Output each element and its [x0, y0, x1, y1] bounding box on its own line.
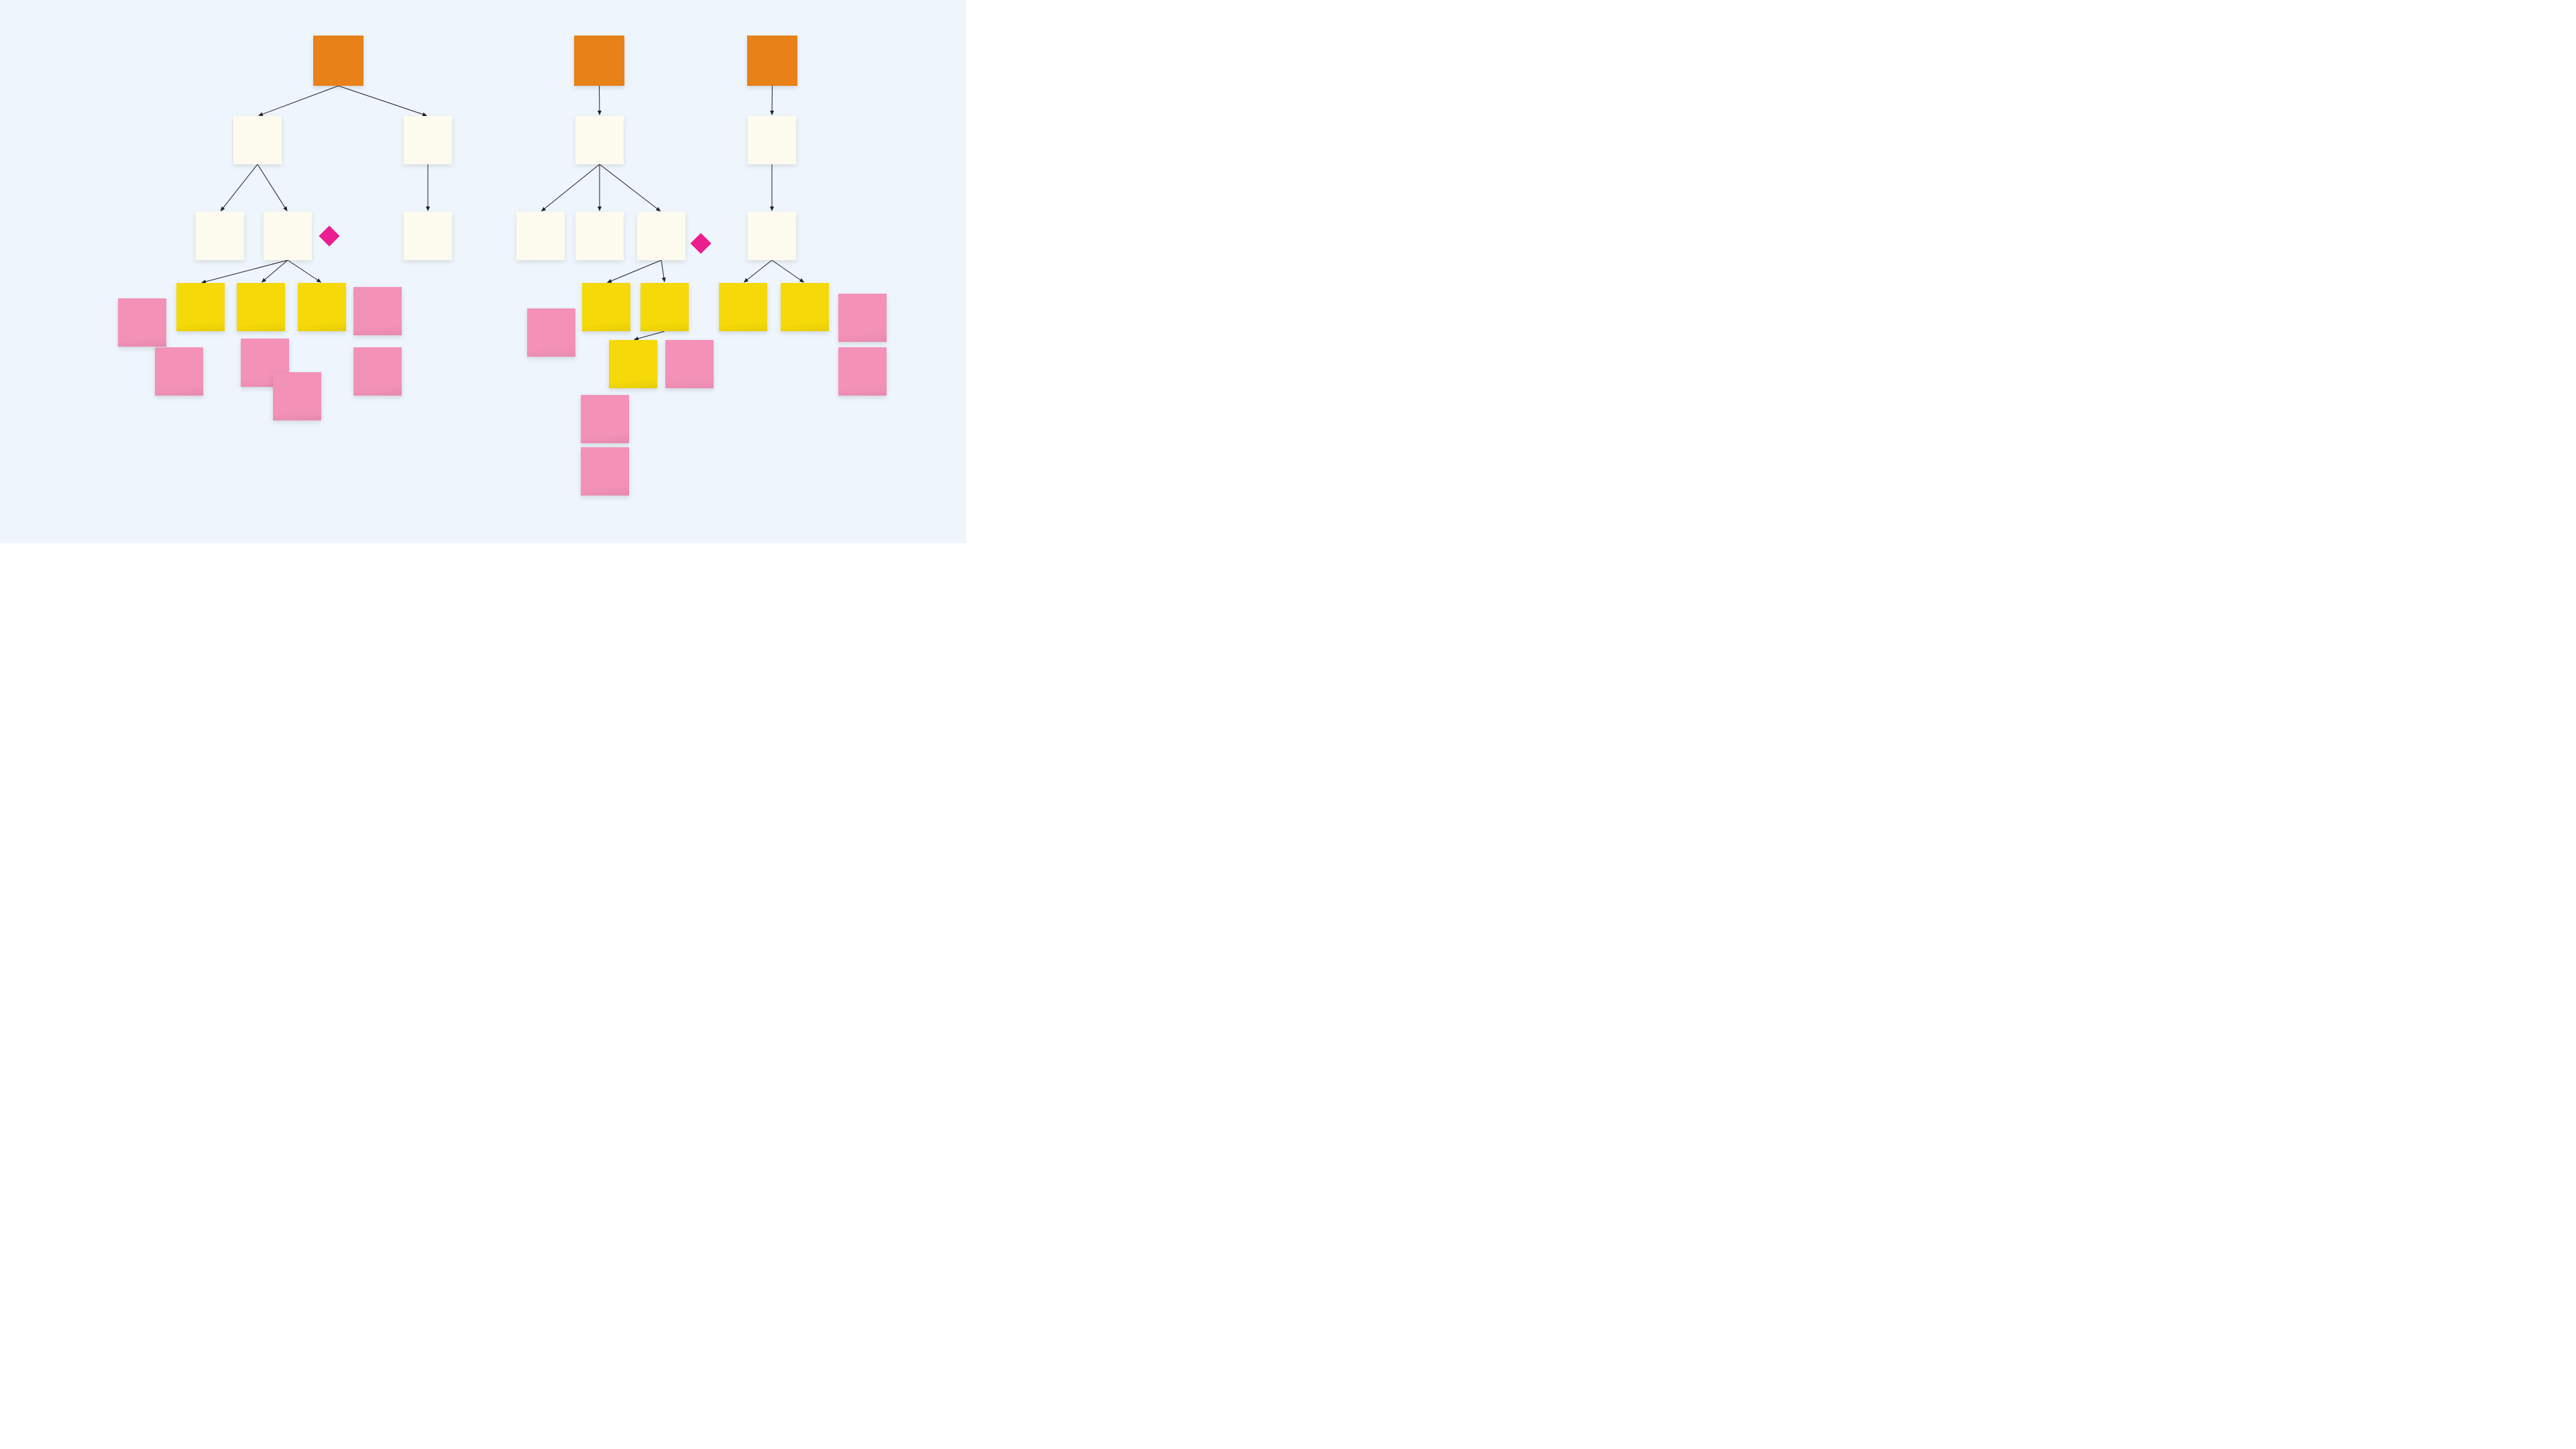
node-pink[interactable]	[838, 294, 887, 342]
node-pink[interactable]	[353, 347, 402, 396]
edge-arrow	[221, 164, 258, 211]
node-cream[interactable]	[637, 212, 685, 260]
node-pink[interactable]	[118, 298, 166, 347]
node-cream[interactable]	[196, 212, 244, 260]
edge-arrow	[262, 260, 288, 282]
node-pink[interactable]	[527, 308, 575, 357]
node-yellow[interactable]	[298, 283, 346, 331]
node-yellow[interactable]	[640, 283, 689, 331]
edge-arrow	[608, 260, 661, 282]
edge-arrow	[634, 331, 665, 339]
node-yellow[interactable]	[237, 283, 285, 331]
node-pink[interactable]	[273, 372, 321, 420]
node-cream[interactable]	[575, 116, 624, 164]
edge-arrow	[661, 260, 665, 282]
node-yellow[interactable]	[609, 340, 657, 388]
edges-layer	[0, 0, 966, 543]
node-pink[interactable]	[838, 347, 887, 396]
edge-arrow	[744, 260, 772, 282]
node-cream[interactable]	[233, 116, 282, 164]
node-pink[interactable]	[581, 447, 629, 496]
diamond-marker	[319, 225, 339, 246]
edge-arrow	[542, 164, 600, 211]
node-cream[interactable]	[404, 212, 452, 260]
node-cream[interactable]	[264, 212, 312, 260]
node-yellow[interactable]	[582, 283, 630, 331]
node-cream[interactable]	[575, 212, 624, 260]
diamond-marker	[690, 233, 711, 253]
node-yellow[interactable]	[176, 283, 225, 331]
node-pink[interactable]	[581, 395, 629, 443]
node-pink[interactable]	[665, 340, 714, 388]
edge-arrow	[288, 260, 321, 282]
node-cream[interactable]	[748, 212, 796, 260]
node-yellow[interactable]	[719, 283, 767, 331]
edge-arrow	[258, 164, 287, 211]
node-orange[interactable]	[574, 36, 624, 86]
node-orange[interactable]	[747, 36, 797, 86]
edge-arrow	[202, 260, 288, 282]
node-pink[interactable]	[155, 347, 203, 396]
node-orange[interactable]	[313, 36, 363, 86]
node-yellow[interactable]	[781, 283, 829, 331]
edge-arrow	[772, 260, 803, 282]
node-cream[interactable]	[404, 116, 452, 164]
node-cream[interactable]	[748, 116, 796, 164]
diagram-canvas	[0, 0, 966, 543]
edge-arrow	[600, 164, 660, 211]
node-cream[interactable]	[516, 212, 565, 260]
edge-arrow	[259, 86, 339, 115]
node-pink[interactable]	[353, 287, 402, 335]
edge-arrow	[339, 86, 427, 115]
